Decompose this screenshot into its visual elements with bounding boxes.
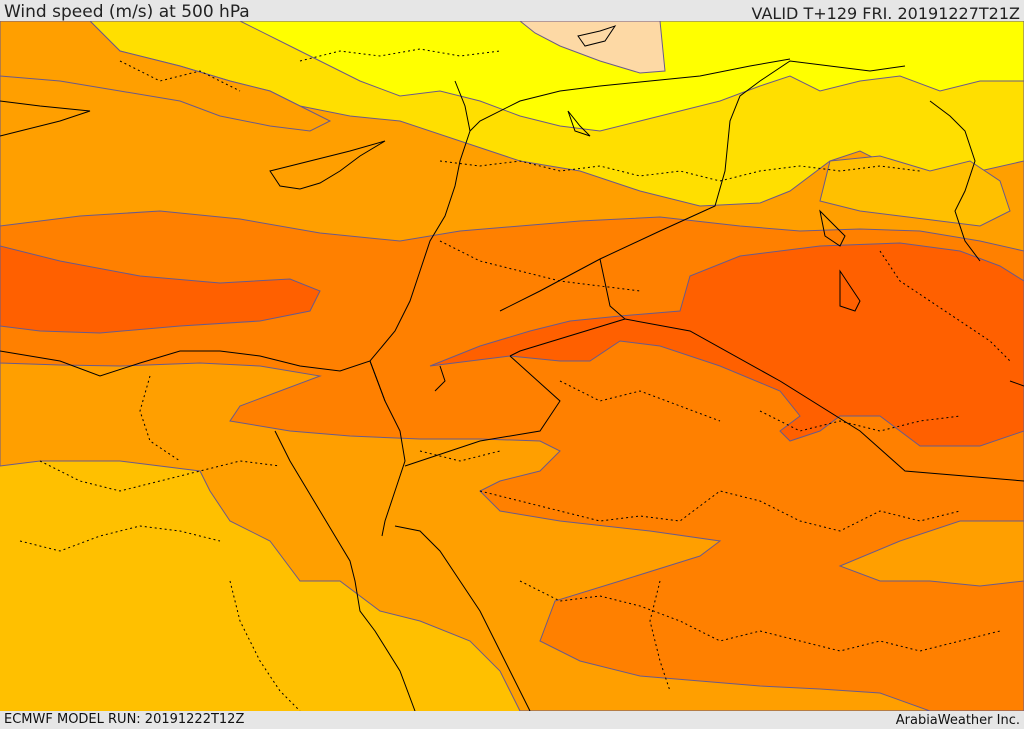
wind-band-very-light (519, 21, 666, 74)
wind-band-red-orange-east (429, 242, 1024, 447)
wind-speed-map[interactable] (0, 21, 1024, 711)
valid-time: VALID T+129 FRI. 20191227T21Z (751, 4, 1020, 23)
wind-band-red-orange-west (0, 245, 321, 334)
map-canvas (0, 21, 1024, 711)
model-run-label: ECMWF MODEL RUN: 20191222T12Z (4, 712, 245, 727)
admin-boundaries (19, 48, 1011, 711)
map-title: Wind speed (m/s) at 500 hPa (4, 2, 250, 22)
country-borders (369, 60, 1024, 482)
coastlines (0, 25, 1024, 711)
wind-band-orange-se (838, 520, 1024, 587)
footer-bar: ECMWF MODEL RUN: 20191222T12Z ArabiaWeat… (0, 711, 1024, 729)
wind-band-yellow (239, 21, 1024, 132)
header-bar: Wind speed (m/s) at 500 hPa VALID T+129 … (0, 0, 1024, 23)
wind-band-orange-nw (0, 21, 332, 132)
wind-band-gold-east (819, 155, 1011, 227)
credit-label: ArabiaWeather Inc. (895, 713, 1020, 728)
